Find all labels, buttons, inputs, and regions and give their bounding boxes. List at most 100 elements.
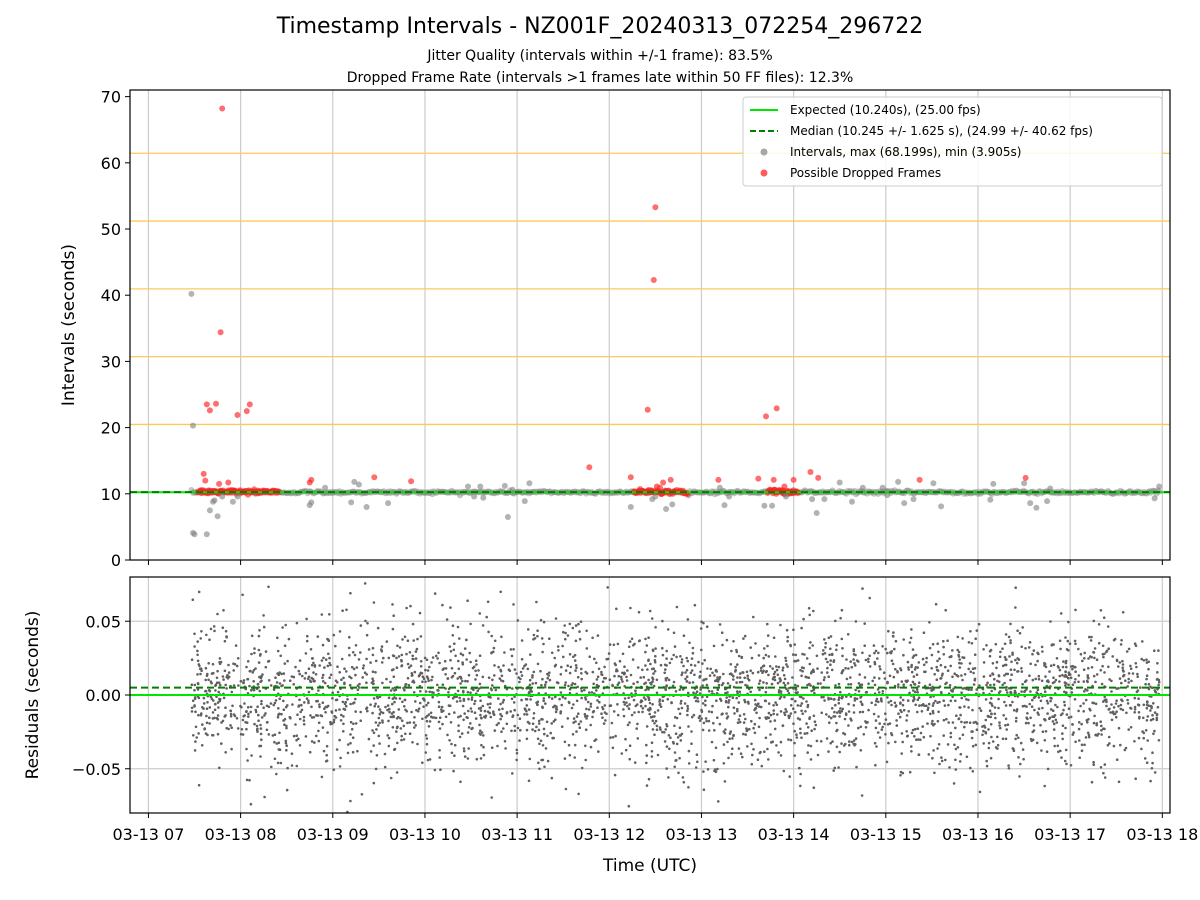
residual-point [952, 687, 955, 691]
residual-point [925, 704, 928, 708]
residual-point [576, 685, 579, 689]
residual-point [694, 766, 698, 769]
residual-point [216, 669, 219, 673]
residual-point [281, 626, 284, 629]
residual-point [1083, 657, 1086, 660]
residual-point [1067, 707, 1071, 710]
residual-point [404, 732, 407, 736]
residual-point [459, 714, 462, 718]
residual-point [345, 670, 348, 673]
residual-point [320, 659, 324, 662]
residual-point [598, 700, 601, 704]
residual-point [858, 710, 862, 714]
residual-point [942, 699, 945, 702]
residual-point [852, 742, 856, 746]
residual-point [763, 750, 766, 753]
residual-point [807, 744, 810, 747]
residual-point [350, 676, 353, 680]
residual-point [1153, 729, 1156, 733]
residual-point [447, 691, 450, 694]
residual-point [1021, 626, 1024, 629]
residual-point [1133, 708, 1137, 711]
residual-point [1015, 733, 1018, 737]
residual-point [313, 741, 316, 744]
residual-point [1097, 623, 1101, 626]
residual-point [1032, 696, 1036, 699]
residual-point [354, 722, 358, 725]
residual-point [654, 654, 657, 658]
residual-point [235, 664, 239, 668]
residual-point [283, 644, 287, 647]
residual-point [815, 739, 819, 743]
residual-point [986, 714, 990, 718]
residual-point [407, 666, 411, 669]
residual-point [902, 683, 905, 686]
residual-point [553, 656, 556, 660]
residual-point [960, 720, 963, 724]
residual-point [304, 671, 308, 675]
residual-point [742, 732, 745, 736]
residual-point [1151, 761, 1154, 765]
residual-point [656, 709, 660, 712]
residual-point [1147, 682, 1151, 686]
residual-point [668, 661, 672, 665]
residual-point [1135, 690, 1139, 694]
residual-point [990, 689, 993, 693]
residual-point [1134, 644, 1138, 647]
residual-point [600, 673, 604, 677]
residual-point [643, 682, 646, 686]
residual-point [372, 697, 376, 700]
residual-point [617, 674, 621, 678]
residual-point [613, 662, 617, 665]
residual-point [338, 765, 342, 768]
interval-point [721, 502, 728, 509]
interval-point [769, 502, 776, 509]
residual-point [396, 644, 399, 648]
residual-point [1141, 640, 1144, 643]
residual-point [724, 691, 727, 695]
residual-point [572, 721, 575, 724]
residual-point [942, 734, 945, 737]
residual-point [710, 710, 714, 714]
residual-point [830, 707, 834, 710]
residual-point [428, 665, 431, 669]
residual-point [453, 642, 456, 645]
residual-point [554, 718, 557, 721]
residual-point [961, 678, 964, 682]
residual-point [808, 716, 812, 719]
residual-point [513, 729, 517, 732]
residual-point [258, 689, 262, 693]
residual-point [364, 619, 367, 623]
residual-point [278, 682, 282, 685]
residual-point [912, 654, 916, 657]
residual-point [853, 699, 857, 702]
residual-point [1063, 700, 1066, 704]
residual-point [317, 721, 321, 725]
residual-point [540, 683, 543, 687]
residual-point [665, 684, 668, 687]
residual-point [927, 702, 931, 706]
residual-point [767, 711, 771, 715]
residual-point [652, 672, 655, 675]
residual-point [478, 682, 482, 686]
residual-point [395, 656, 398, 660]
residual-point [493, 729, 497, 732]
residual-point [681, 776, 685, 779]
residual-point [1035, 741, 1039, 745]
residual-point [413, 670, 417, 674]
residual-point [1097, 732, 1100, 736]
residual-point [310, 676, 314, 680]
residual-point [278, 731, 281, 735]
residual-point [567, 700, 571, 704]
residual-point [786, 635, 789, 639]
residual-point [254, 667, 257, 670]
residual-point [1065, 665, 1068, 669]
dropped-frame-point [773, 405, 780, 412]
interval-point [190, 422, 196, 429]
residual-point [1149, 709, 1152, 712]
residual-point [193, 632, 196, 636]
residual-point [849, 660, 852, 663]
residual-point [392, 614, 396, 617]
residual-point [680, 661, 683, 664]
residual-point [449, 658, 452, 662]
